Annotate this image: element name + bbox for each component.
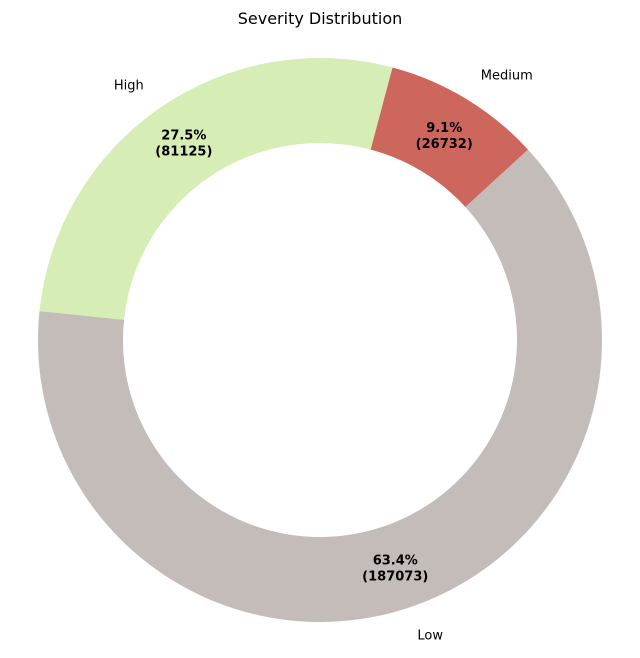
- slice-count-high: (81125): [155, 145, 212, 160]
- slice-label-low: Low: [417, 629, 443, 644]
- slice-percent-high: 27.5%: [161, 129, 206, 144]
- slice-high: [39, 57, 393, 320]
- slice-count-medium: (26732): [416, 137, 473, 152]
- labels-layer: High 27.5% (81125) Low 63.4% (187073) Medium 9.…: [114, 69, 533, 644]
- slice-percent-medium: 9.1%: [426, 121, 462, 136]
- slice-medium: [370, 67, 529, 207]
- slices-layer: [37, 57, 602, 622]
- slice-value-label-low: 63.4% (187073): [362, 554, 428, 585]
- slice-value-label-medium: 9.1% (26732): [416, 121, 473, 152]
- slice-value-label-high: 27.5% (81125): [155, 129, 212, 160]
- slice-percent-low: 63.4%: [373, 554, 418, 569]
- slice-count-low: (187073): [362, 570, 428, 585]
- slice-low: [37, 149, 602, 622]
- slice-label-medium: Medium: [481, 69, 533, 84]
- chart-title: Severity Distribution: [238, 9, 403, 28]
- slice-label-high: High: [114, 79, 144, 94]
